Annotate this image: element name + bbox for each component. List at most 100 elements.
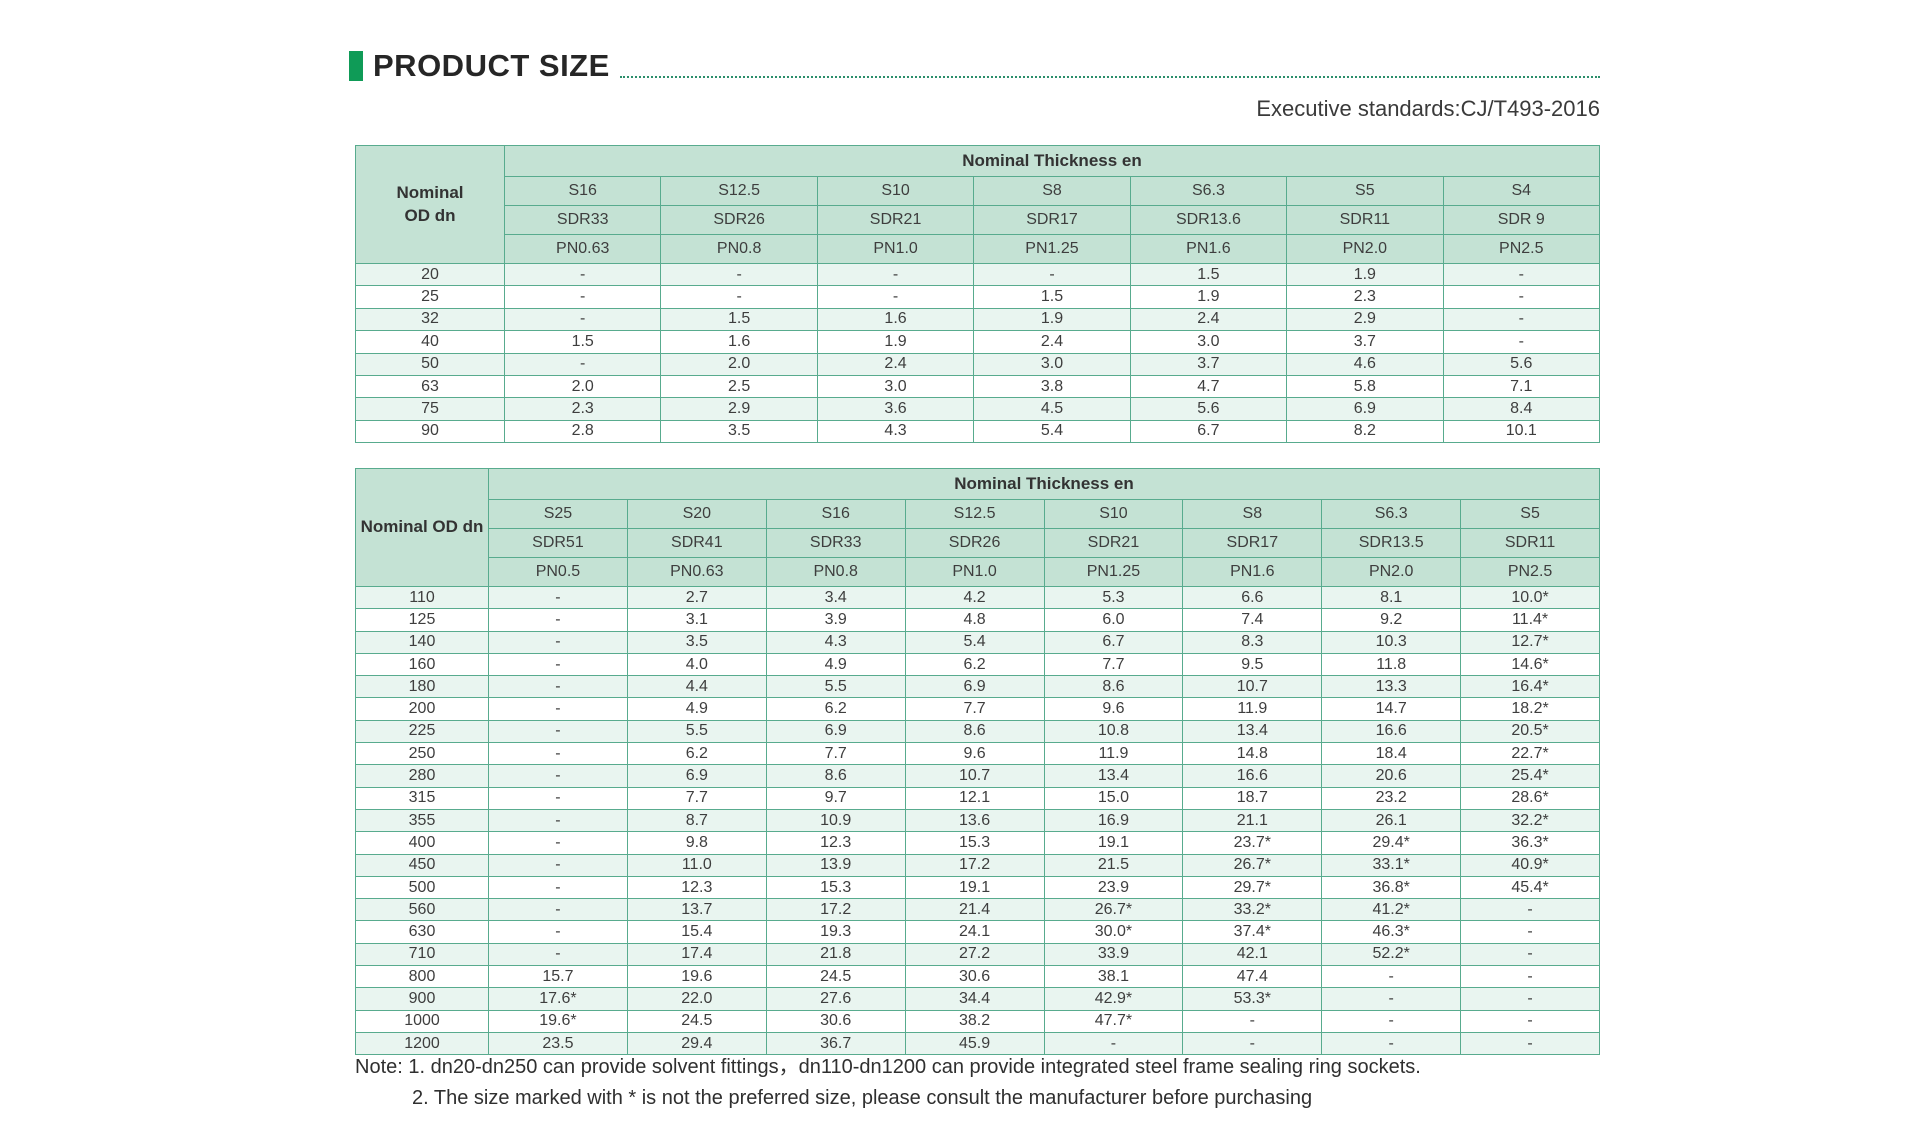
thickness-cell: - [488, 719, 628, 744]
thickness-cell: - [1460, 942, 1600, 967]
thickness-cell: - [503, 352, 662, 376]
thickness-cell: - [1460, 898, 1600, 922]
thickness-cell: - [488, 920, 628, 944]
thickness-cell: 27.6 [765, 987, 906, 1011]
thickness-cell: - [488, 831, 628, 855]
s-series-header-row: S16 S12.5 S10 S8 S6.3 S5 S4 [356, 176, 1601, 206]
thickness-cell: 23.7* [1182, 831, 1323, 855]
notes-block: Note: 1. dn20-dn250 can provide solvent … [355, 1052, 1600, 1114]
table-row-dn-50: 50-2.0 2.4 3.0 3.7 4.6 5.6 [355, 352, 1601, 376]
sdr-header: SDR17 [1182, 528, 1323, 558]
thickness-cell: - [1442, 307, 1601, 332]
thickness-cell: 24.1 [904, 920, 1045, 944]
thickness-cell: 34.4 [904, 987, 1045, 1011]
s-series-header: S10 [816, 176, 975, 206]
thickness-cell: 16.6 [1321, 719, 1462, 744]
thickness-cell: 29.4* [1321, 831, 1462, 855]
dn-cell: 40 [355, 330, 505, 354]
thickness-cell: 1.5 [503, 330, 662, 354]
corner-header-nominal-od: Nominal OD dn [355, 145, 505, 264]
thickness-cell: 9.5 [1182, 652, 1323, 677]
thickness-cell: 18.2* [1460, 697, 1600, 721]
thickness-cell: 3.6 [816, 397, 975, 421]
thickness-cell: 37.4* [1182, 920, 1323, 944]
thickness-cell: 3.5 [626, 630, 767, 654]
thickness-cell: 6.2 [904, 652, 1045, 677]
pn-header: PN1.0 [816, 234, 975, 264]
thickness-cell: 15.4 [626, 920, 767, 944]
thickness-cell: 2.9 [1286, 307, 1444, 332]
thickness-cell: - [488, 764, 628, 788]
thickness-cell: 2.8 [503, 419, 662, 444]
table-row-dn-25: 25- - -1.5 1.9 2.3- [355, 285, 1601, 309]
pn-header: PN1.25 [973, 234, 1131, 264]
thickness-cell: - [816, 285, 975, 309]
thickness-cell: 38.2 [904, 1009, 1045, 1033]
thickness-cell: 4.0 [626, 652, 767, 677]
thickness-cell: - [1321, 965, 1462, 989]
thickness-cell: 15.3 [765, 875, 906, 900]
pn-header: PN0.63 [503, 234, 662, 264]
product-size-table-large-dn: Nominal OD dn Nominal Thickness en S25 S20 S… [355, 468, 1600, 1056]
corner-header-nominal-od: Nominal OD dn [355, 468, 489, 587]
dn-cell: 75 [355, 397, 505, 421]
thickness-cell: 5.6 [1129, 397, 1288, 421]
thickness-cell: 27.2 [904, 942, 1045, 967]
thickness-cell: 10.9 [765, 808, 906, 833]
thickness-cell: 5.3 [1043, 585, 1184, 610]
thickness-cell: 29.4 [626, 1031, 767, 1056]
thickness-cell: 17.2 [765, 898, 906, 922]
thickness-cell: 13.4 [1043, 764, 1184, 788]
table-row-dn-75: 75 2.3 2.9 3.6 4.5 5.6 6.9 8.4 [355, 397, 1601, 421]
thickness-cell: 8.3 [1182, 630, 1323, 654]
thickness-cell: 13.9 [765, 853, 906, 877]
pn-header: PN1.6 [1129, 234, 1288, 264]
dn-cell: 1000 [355, 1009, 489, 1033]
sdr-header-row: SDR51 SDR41 SDR33 SDR26 SDR21 SDR17 SDR13.5 SDR… [356, 528, 1600, 558]
product-size-table-small-dn: Nominal OD dn Nominal Thickness en S16 S12.… [355, 145, 1601, 444]
thickness-cell: 16.6 [1182, 764, 1323, 788]
thickness-cell: 7.7 [626, 786, 767, 810]
thickness-cell: 45.9 [904, 1031, 1045, 1056]
thickness-cell: 47.4 [1182, 965, 1323, 989]
table-row-dn-125: 125-3.1 3.9 4.8 6.0 7.4 9.2 11.4* [355, 608, 1600, 632]
thickness-cell: 8.1 [1321, 585, 1462, 610]
thickness-cell: 5.6 [1442, 352, 1601, 376]
thickness-cell: 4.3 [816, 419, 975, 444]
thickness-cell: - [1321, 1031, 1462, 1056]
dn-cell: 25 [355, 285, 505, 309]
thickness-cell: - [1182, 1009, 1323, 1033]
thickness-cell: 19.6* [488, 1009, 628, 1033]
dn-cell: 630 [355, 920, 489, 944]
thickness-cell: 2.4 [1129, 307, 1288, 332]
thickness-cell: 10.7 [904, 764, 1045, 788]
thickness-cell: 23.9 [1043, 875, 1184, 900]
sdr-header: SDR33 [765, 528, 906, 558]
thickness-cell: 9.8 [626, 831, 767, 855]
sdr-header: SDR17 [973, 205, 1131, 235]
pn-header: PN0.8 [765, 557, 906, 587]
thickness-cell: 8.6 [1043, 675, 1184, 699]
thickness-cell: 26.7* [1182, 853, 1323, 877]
thickness-cell: 16.4* [1460, 675, 1600, 699]
thickness-cell: 3.8 [973, 374, 1131, 399]
dn-cell: 125 [355, 608, 489, 632]
thickness-cell: 1.5 [1129, 262, 1288, 287]
thickness-cell: 7.7 [765, 742, 906, 766]
thickness-cell: 2.9 [660, 397, 818, 421]
thickness-cell: 28.6* [1460, 786, 1600, 810]
thickness-cell: 2.5 [660, 374, 818, 399]
thickness-cell: 12.1 [904, 786, 1045, 810]
page-title: PRODUCT SIZE [373, 48, 610, 83]
s-series-header: S25 [488, 499, 628, 529]
thickness-cell: 19.1 [904, 875, 1045, 900]
thickness-cell: - [488, 808, 628, 833]
thickness-cell: 8.6 [765, 764, 906, 788]
thickness-cell: 13.6 [904, 808, 1045, 833]
s-series-header: S8 [1182, 499, 1323, 529]
thickness-cell: - [488, 742, 628, 766]
sdr-header: SDR26 [660, 205, 818, 235]
thickness-cell: - [488, 585, 628, 610]
thickness-cell: 8.2 [1286, 419, 1444, 444]
thickness-cell: - [488, 630, 628, 654]
